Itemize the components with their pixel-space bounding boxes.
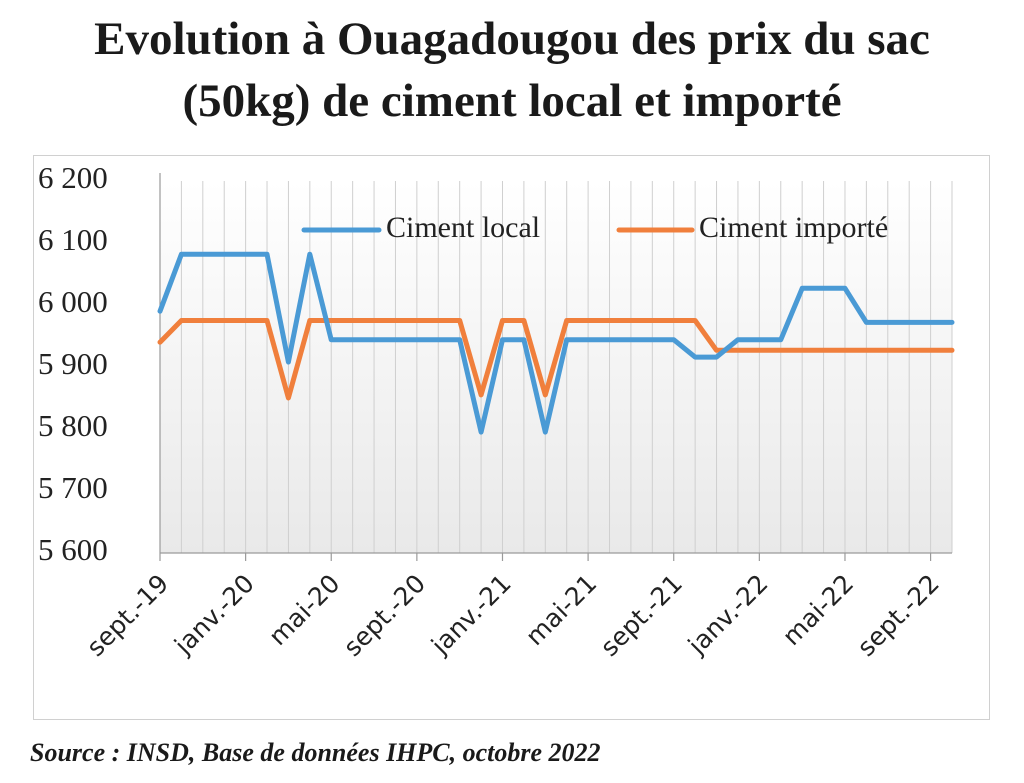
y-tick-label: 6 100 [38, 222, 108, 257]
y-tick-label: 5 700 [38, 470, 108, 505]
x-tick-label: sept.-20 [338, 569, 431, 662]
x-tick-label: mai-22 [777, 569, 859, 651]
line-chart: 5 600 5 700 5 800 5 900 6 000 6 100 6 200 sept.… [38, 160, 955, 662]
chart-area: 5 600 5 700 5 800 5 900 6 000 6 100 6 200 sept.… [33, 155, 990, 720]
x-tick-label: janv.-21 [425, 569, 517, 661]
y-tick-label: 5 800 [38, 408, 108, 443]
x-tick-label: janv.-22 [682, 569, 774, 661]
chart-title-line-2: (50kg) de ciment local et importé [182, 75, 842, 127]
x-tick-label: sept.-22 [852, 569, 945, 662]
source-note: Source : INSD, Base de données IHPC, oct… [30, 738, 601, 767]
y-tick-label: 6 200 [38, 160, 108, 195]
legend-label-ciment-importe: Ciment importé [699, 211, 888, 244]
x-tick-label: sept.-21 [595, 569, 688, 662]
series-line-ciment-local [157, 251, 955, 435]
legend-label-ciment-local: Ciment local [386, 211, 540, 244]
chart-title-line-1: Evolution à Ouagadougou des prix du sac [94, 13, 930, 65]
chart-title: Evolution à Ouagadougou des prix du sac … [0, 8, 1024, 132]
y-tick-label: 5 600 [38, 532, 108, 567]
plot-background [160, 181, 952, 553]
x-tick-label: mai-21 [520, 569, 602, 651]
x-tick-label: mai-20 [263, 569, 345, 651]
y-tick-label: 5 900 [38, 346, 108, 381]
x-tick-label: janv.-20 [168, 569, 260, 661]
series-line-ciment-importe [157, 318, 955, 401]
x-tick-label: sept.-19 [81, 569, 174, 662]
y-tick-label: 6 000 [38, 284, 108, 319]
